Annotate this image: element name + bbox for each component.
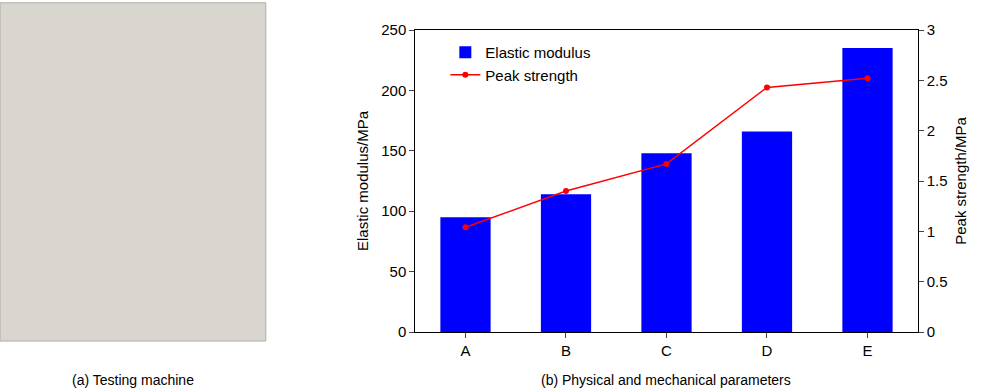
svg-text:B: B <box>561 342 571 359</box>
svg-text:(b) Physical and mechanical pa: (b) Physical and mechanical parameters <box>541 372 791 388</box>
svg-text:(a) Testing machine: (a) Testing machine <box>72 372 194 388</box>
svg-text:1.5: 1.5 <box>927 172 948 189</box>
svg-text:100: 100 <box>381 202 406 219</box>
svg-text:C: C <box>661 342 672 359</box>
svg-text:150: 150 <box>381 142 406 159</box>
svg-text:Peak strength: Peak strength <box>485 67 578 84</box>
svg-text:2: 2 <box>927 122 935 139</box>
svg-text:0.5: 0.5 <box>927 273 948 290</box>
svg-text:Peak strength/MPa: Peak strength/MPa <box>952 117 969 245</box>
svg-text:2.5: 2.5 <box>927 72 948 89</box>
svg-text:0: 0 <box>398 323 406 340</box>
svg-text:50: 50 <box>390 263 407 280</box>
svg-text:250: 250 <box>381 21 406 38</box>
svg-text:Elastic modulus/MPa: Elastic modulus/MPa <box>354 110 371 251</box>
svg-text:D: D <box>762 342 773 359</box>
svg-text:3: 3 <box>927 21 935 38</box>
svg-text:200: 200 <box>381 82 406 99</box>
svg-text:0: 0 <box>927 323 935 340</box>
svg-text:Elastic modulus: Elastic modulus <box>485 44 590 61</box>
svg-text:1: 1 <box>927 223 935 240</box>
svg-text:A: A <box>460 342 470 359</box>
svg-text:E: E <box>862 342 872 359</box>
